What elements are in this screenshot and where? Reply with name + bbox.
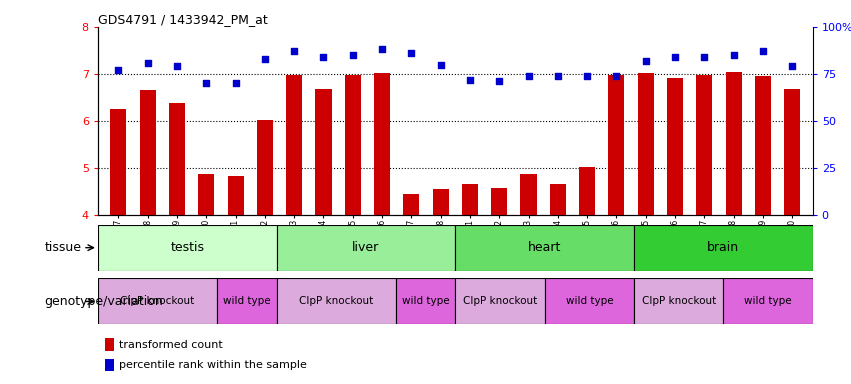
Point	[346, 52, 360, 58]
Point	[141, 60, 155, 66]
Bar	[667, 78, 683, 215]
Text: wild type: wild type	[566, 296, 613, 306]
Point	[522, 73, 535, 79]
Point	[668, 54, 682, 60]
Bar	[550, 184, 566, 215]
Point	[551, 73, 564, 79]
Text: brain: brain	[707, 241, 740, 254]
Point	[493, 78, 506, 84]
Text: tissue: tissue	[44, 241, 81, 254]
Point	[199, 80, 213, 86]
Bar	[198, 174, 214, 215]
Point	[580, 73, 594, 79]
Bar	[784, 89, 800, 215]
Bar	[286, 75, 302, 215]
Bar	[455, 278, 545, 324]
Point	[375, 46, 389, 53]
Text: percentile rank within the sample: percentile rank within the sample	[119, 360, 307, 370]
Bar	[579, 167, 595, 215]
Bar	[277, 225, 455, 271]
Point	[698, 54, 711, 60]
Point	[288, 48, 301, 55]
Text: ClpP knockout: ClpP knockout	[463, 296, 537, 306]
Bar	[316, 89, 332, 215]
Point	[727, 52, 740, 58]
Point	[785, 63, 799, 70]
Text: testis: testis	[170, 241, 204, 254]
Bar	[637, 73, 654, 215]
Bar	[168, 103, 185, 215]
Text: GDS4791 / 1433942_PM_at: GDS4791 / 1433942_PM_at	[98, 13, 267, 26]
Bar	[98, 225, 277, 271]
Text: genotype/variation: genotype/variation	[44, 295, 163, 308]
Text: heart: heart	[528, 241, 562, 254]
Text: ClpP knockout: ClpP knockout	[120, 296, 195, 306]
Bar	[462, 184, 478, 215]
Point	[756, 48, 769, 55]
Text: liver: liver	[352, 241, 380, 254]
Text: ClpP knockout: ClpP knockout	[642, 296, 716, 306]
Bar	[723, 278, 813, 324]
Bar	[111, 109, 127, 215]
Bar	[608, 75, 625, 215]
Bar	[455, 225, 634, 271]
Text: wild type: wild type	[402, 296, 449, 306]
Bar	[545, 278, 634, 324]
Point	[258, 56, 271, 62]
Point	[404, 50, 418, 56]
Point	[463, 76, 477, 83]
Bar	[227, 177, 243, 215]
Point	[434, 61, 448, 68]
Bar	[257, 120, 273, 215]
Bar	[105, 338, 114, 351]
Point	[111, 67, 125, 73]
Bar	[491, 188, 507, 215]
Text: ClpP knockout: ClpP knockout	[299, 296, 374, 306]
Bar	[98, 278, 217, 324]
Bar	[432, 189, 448, 215]
Bar	[755, 76, 771, 215]
Bar	[521, 174, 537, 215]
Bar	[217, 278, 277, 324]
Point	[639, 58, 653, 64]
Bar	[140, 90, 156, 215]
Text: wild type: wild type	[223, 296, 271, 306]
Bar	[345, 75, 361, 215]
Bar	[634, 278, 723, 324]
Bar	[277, 278, 396, 324]
Text: transformed count: transformed count	[119, 339, 223, 349]
Bar	[634, 225, 813, 271]
Bar	[396, 278, 455, 324]
Point	[170, 63, 184, 70]
Bar	[726, 71, 742, 215]
Point	[317, 54, 330, 60]
Bar	[374, 73, 390, 215]
Bar	[105, 359, 114, 371]
Point	[609, 73, 623, 79]
Bar	[696, 75, 712, 215]
Bar	[403, 194, 420, 215]
Point	[229, 80, 243, 86]
Text: wild type: wild type	[745, 296, 791, 306]
